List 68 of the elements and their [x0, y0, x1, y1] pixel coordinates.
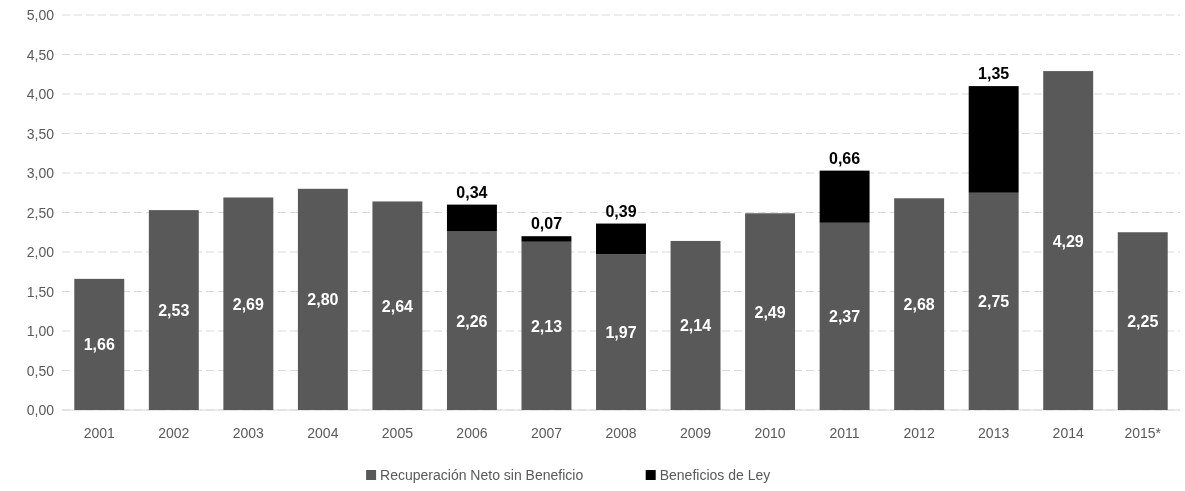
data-label: 0,66	[829, 149, 861, 167]
bar	[1117, 232, 1168, 410]
bar	[74, 278, 125, 410]
y-tick-label: 5,00	[26, 7, 55, 23]
y-tick-label: 2,50	[26, 204, 55, 221]
y-tick-label: 1,50	[26, 283, 55, 300]
legend-label: Beneficios de Ley	[659, 467, 771, 483]
bar	[819, 222, 870, 410]
bar	[745, 213, 796, 410]
y-tick-label: 2,00	[26, 244, 55, 260]
data-label: 2,13	[530, 317, 563, 335]
x-tick-label: 2010	[754, 425, 786, 441]
data-label: 2,69	[232, 295, 265, 313]
data-label: 2,37	[829, 308, 861, 326]
x-tick-label: 2009	[679, 425, 712, 441]
bar	[670, 240, 721, 410]
bar	[372, 201, 423, 410]
data-label: 2,68	[903, 296, 935, 314]
data-label: 4,29	[1052, 232, 1084, 250]
y-tick-label: 0,00	[26, 402, 55, 418]
data-label: 1,35	[978, 65, 1010, 83]
y-tick-label: 3,00	[26, 165, 55, 181]
data-label: 2,25	[1127, 313, 1159, 331]
data-label: 2,64	[381, 297, 414, 315]
x-tick-label: 2014	[1052, 425, 1084, 441]
bar	[968, 192, 1019, 410]
y-tick-label: 0,50	[26, 362, 55, 379]
bar	[596, 223, 646, 255]
x-tick-label: 2008	[605, 425, 637, 441]
bar	[968, 86, 1019, 193]
x-tick-label: 2002	[158, 425, 190, 441]
data-label: 2,26	[456, 312, 488, 330]
bar	[521, 241, 572, 410]
y-tick-label: 4,50	[26, 46, 55, 63]
data-label: 0,07	[530, 215, 563, 233]
data-label: 2,80	[307, 291, 339, 309]
data-label: 2,53	[158, 302, 190, 320]
data-label: 0,39	[605, 202, 637, 220]
legend-label: Recuperación Neto sin Beneficio	[380, 467, 584, 483]
bar	[819, 170, 870, 223]
bar	[894, 198, 945, 410]
y-tick-label: 3,50	[26, 125, 55, 142]
x-tick-label: 2013	[978, 425, 1010, 441]
bar	[297, 188, 348, 410]
x-tick-label: 2007	[530, 425, 563, 441]
x-tick-label: 2001	[83, 425, 116, 441]
x-tick-label: 2015*	[1124, 425, 1162, 441]
bar	[596, 254, 646, 410]
x-tick-label: 2011	[829, 425, 860, 441]
bar	[148, 210, 199, 410]
y-tick-label: 1,00	[26, 323, 55, 339]
data-label: 2,14	[679, 317, 712, 335]
data-label: 1,97	[605, 324, 637, 342]
data-label: 2,75	[978, 293, 1010, 311]
x-tick-label: 2006	[456, 425, 488, 441]
x-tick-label: 2005	[381, 425, 414, 441]
data-label: 0,34	[456, 183, 488, 201]
bar	[446, 204, 497, 232]
data-label: 2,49	[754, 303, 786, 321]
bar	[1043, 71, 1094, 410]
y-tick-label: 4,00	[26, 86, 55, 102]
bar	[521, 236, 572, 242]
x-tick-label: 2004	[307, 425, 339, 441]
x-tick-label: 2012	[903, 425, 935, 441]
data-label: 1,66	[83, 336, 115, 354]
x-tick-label: 2003	[232, 425, 265, 441]
bar	[223, 197, 274, 410]
bar	[446, 231, 497, 410]
